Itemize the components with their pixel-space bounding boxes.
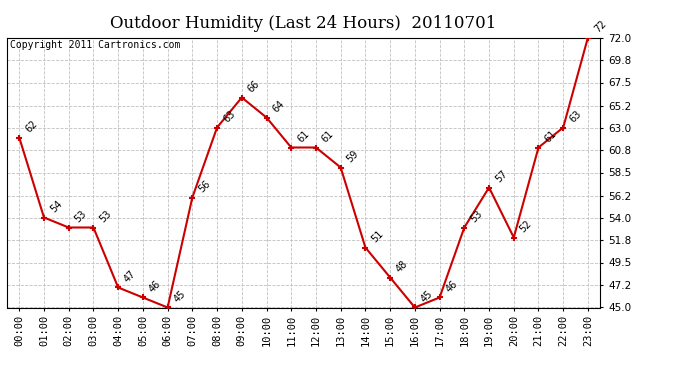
Text: 54: 54: [48, 199, 64, 215]
Text: 45: 45: [419, 289, 435, 305]
Text: 59: 59: [345, 149, 361, 165]
Text: 52: 52: [518, 219, 534, 235]
Text: 53: 53: [97, 209, 113, 225]
Text: 72: 72: [592, 19, 608, 35]
Text: 56: 56: [197, 179, 213, 195]
Text: 53: 53: [469, 209, 484, 225]
Text: 46: 46: [147, 279, 163, 295]
Text: 45: 45: [172, 289, 188, 305]
Text: 51: 51: [370, 229, 386, 245]
Text: 53: 53: [73, 209, 89, 225]
Text: Copyright 2011 Cartronics.com: Copyright 2011 Cartronics.com: [10, 40, 180, 50]
Text: 66: 66: [246, 79, 262, 95]
Text: 64: 64: [270, 99, 286, 115]
Text: 63: 63: [567, 109, 583, 125]
Text: 61: 61: [320, 129, 336, 145]
Text: 61: 61: [542, 129, 558, 145]
Text: 61: 61: [295, 129, 311, 145]
Text: 48: 48: [394, 259, 410, 275]
Text: 57: 57: [493, 169, 509, 185]
Text: 62: 62: [23, 119, 39, 135]
Text: Outdoor Humidity (Last 24 Hours)  20110701: Outdoor Humidity (Last 24 Hours) 2011070…: [110, 15, 497, 32]
Text: 63: 63: [221, 109, 237, 125]
Text: 47: 47: [122, 269, 138, 285]
Text: 46: 46: [444, 279, 460, 295]
